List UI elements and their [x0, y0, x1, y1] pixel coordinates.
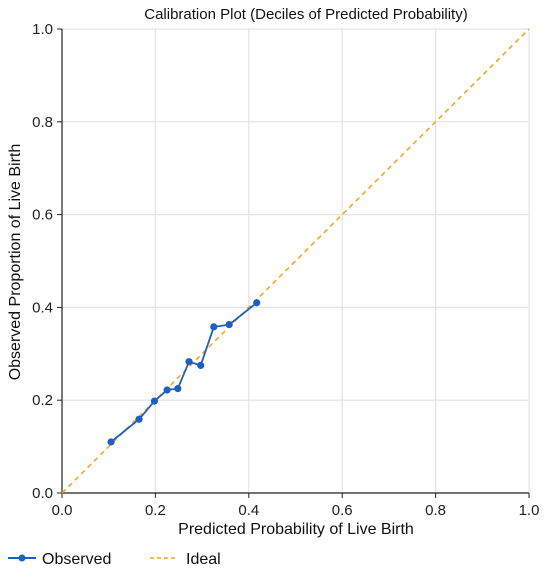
x-tick-label: 0.6	[332, 502, 353, 519]
y-tick-label: 0.0	[32, 485, 53, 502]
observed-point	[174, 385, 182, 393]
y-tick-label: 0.6	[32, 207, 53, 224]
x-tick-label: 0.0	[52, 502, 73, 519]
y-tick-label: 0.8	[32, 114, 53, 131]
x-tick-label: 1.0	[519, 502, 540, 519]
legend-item-ideal: Ideal	[150, 551, 221, 568]
observed-point	[197, 361, 205, 369]
y-axis-title: Observed Proportion of Live Birth	[7, 144, 24, 381]
chart-title: Calibration Plot (Deciles of Predicted P…	[144, 6, 467, 23]
y-tick-label: 1.0	[32, 21, 53, 38]
x-tick-label: 0.8	[425, 502, 446, 519]
observed-point	[253, 299, 261, 307]
observed-point	[210, 323, 218, 331]
legend-label-ideal: Ideal	[186, 551, 221, 568]
legend-item-observed: Observed	[8, 551, 111, 568]
legend-label-observed: Observed	[42, 551, 111, 568]
y-tick-label: 0.4	[32, 299, 53, 316]
series	[61, 28, 530, 494]
axes: 0.0 0.2 0.4 0.6 0.8 1.0 0.0 0.2 0.4 0.6 0.8 1.0	[32, 21, 539, 519]
y-tick-label: 0.2	[32, 392, 53, 409]
legend: Observed Ideal	[8, 551, 221, 568]
observed-point	[225, 320, 233, 329]
ideal-line	[61, 28, 530, 494]
observed-point	[150, 397, 159, 405]
observed-point	[135, 415, 143, 423]
observed-point	[107, 438, 115, 446]
observed-point	[185, 358, 193, 366]
x-tick-label: 0.4	[238, 502, 259, 519]
observed-line	[110, 302, 258, 443]
x-axis-title: Predicted Probability of Live Birth	[178, 521, 414, 538]
grid	[62, 28, 530, 493]
x-tick-label: 0.2	[145, 502, 166, 519]
legend-marker-observed	[18, 554, 26, 562]
observed-point	[163, 386, 171, 394]
